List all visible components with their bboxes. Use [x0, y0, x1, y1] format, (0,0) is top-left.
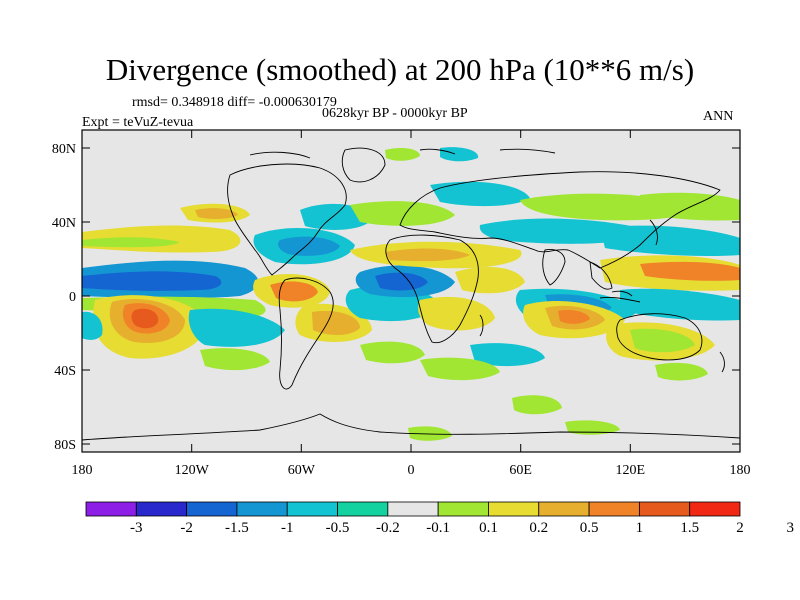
divergence-field — [82, 147, 740, 441]
coastline-japan — [649, 219, 658, 246]
axis-ticks — [81, 130, 741, 452]
lat-label-80n: 80N — [52, 142, 76, 157]
colorbar-swatch — [85, 501, 137, 517]
contour-neg-so-indian — [470, 343, 545, 367]
coastline-africa — [385, 234, 479, 344]
contour-pos-samerica-core — [270, 281, 318, 302]
map-panel — [82, 130, 740, 452]
colorbar-swatch — [186, 501, 238, 517]
contour-neg-spac — [188, 308, 285, 347]
colorbar-swatch — [538, 501, 590, 517]
colorbar-swatch — [236, 501, 288, 517]
colorbar — [85, 501, 741, 517]
lon-label-120e: 120E — [616, 463, 646, 478]
coastlines — [82, 147, 740, 441]
coastline-indonesia — [599, 290, 641, 303]
contour-pos-antarctic-3 — [565, 420, 620, 435]
contour-neg-europe — [430, 181, 530, 207]
colorbar-label: -0.2 — [375, 520, 400, 536]
contour-neg-spac-w — [82, 311, 103, 340]
coastline-eurasia — [399, 171, 721, 269]
lon-label-0: 0 — [408, 463, 415, 478]
colorbar-label: 1.5 — [680, 520, 700, 536]
coastline-se-asia — [589, 261, 613, 290]
contour-pos-so-ind2 — [655, 362, 708, 381]
colorbar-swatch — [437, 501, 489, 517]
period-text: 0628kyr BP - 0000kyr BP — [322, 106, 468, 121]
coastline-north-america — [227, 163, 347, 276]
contour-pos-indian-s3 — [558, 309, 590, 324]
contour-pos-indian — [455, 267, 525, 294]
contour-pos-so-pac — [200, 348, 270, 371]
colorbar-swatch — [337, 501, 389, 517]
contour-pos-nafrica-core — [385, 248, 470, 262]
contour-neg-camerica-core — [278, 236, 340, 256]
lat-label-40s: 40S — [54, 364, 76, 379]
map-title: Divergence (smoothed) at 200 hPa (10**6 … — [105, 52, 695, 87]
contour-neg-pacific-n-core — [82, 271, 222, 291]
coastline-new-zealand — [719, 351, 725, 373]
contour-pos-antarctic-1 — [512, 395, 562, 415]
lon-label-60e: 60E — [509, 463, 532, 478]
colorbar-label: 1 — [635, 520, 644, 536]
contour-pos-spac-core — [131, 308, 159, 329]
colorbar-label: -1 — [280, 520, 294, 536]
contour-pos-pacific-nsub2 — [82, 237, 180, 248]
coastline-india — [542, 249, 566, 286]
coastline-greenland — [341, 147, 386, 183]
lat-label-0: 0 — [69, 290, 76, 305]
colorbar-swatch — [689, 501, 741, 517]
contour-pos-so-lowlat — [420, 357, 500, 381]
contour-pos-wpac-core — [640, 261, 740, 281]
lon-label-60w: 60W — [288, 463, 316, 478]
colorbar-label: 0.2 — [529, 520, 549, 536]
coastline-australia — [616, 313, 703, 361]
contour-neg-wpac — [620, 288, 740, 321]
colorbar-swatch — [488, 501, 540, 517]
colorbar-label: 2 — [736, 520, 744, 536]
colorbar-label: 3 — [786, 520, 795, 536]
coastline-madagascar — [479, 314, 484, 337]
lat-labels: 80N 40N 0 40S 80S — [52, 142, 76, 453]
colorbar-label: 0.5 — [579, 520, 599, 536]
lon-labels: 180 120W 60W 0 60E 120E 180 — [72, 463, 751, 478]
contour-pos-europe — [350, 201, 455, 226]
colorbar-label: 0.1 — [479, 520, 498, 536]
coastline-south-america — [278, 277, 334, 390]
colorbar-label: -2 — [180, 520, 193, 536]
colorbar-label: -0.5 — [325, 520, 350, 536]
lon-label-180w: 180 — [72, 463, 93, 478]
contour-pos-arctic — [385, 148, 420, 161]
coastline-arctic-islands — [249, 148, 556, 159]
experiment-text: Expt = teVuZ-tevua — [82, 115, 194, 130]
contour-pos-nh-mid-core — [195, 208, 238, 220]
lat-label-40n: 40N — [52, 216, 76, 231]
colorbar-swatch — [286, 501, 338, 517]
colorbar-swatch — [638, 501, 691, 517]
colorbar-label: -1.5 — [225, 520, 249, 536]
contour-pos-antarctic-2 — [408, 426, 452, 441]
season-text: ANN — [703, 109, 734, 124]
lon-label-180e: 180 — [730, 463, 751, 478]
contour-pos-africa-s — [418, 296, 495, 331]
colorbar-swatch — [387, 501, 439, 517]
stats-text: rmsd= 0.348918 diff= -0.000630179 — [132, 95, 337, 110]
colorbar-label: -0.1 — [426, 520, 451, 536]
coastline-antarctica — [82, 413, 740, 441]
contour-neg-africa-eq-core — [375, 272, 428, 291]
contour-pos-so-atl — [360, 341, 425, 364]
colorbar-label: -3 — [130, 520, 143, 536]
lon-label-120w: 120W — [175, 463, 210, 478]
contour-neg-arctic — [440, 147, 479, 162]
lat-label-80s: 80S — [54, 438, 76, 453]
colorbar-swatch — [588, 501, 640, 517]
colorbar-swatch — [135, 501, 188, 517]
contour-pos-australia-2 — [630, 328, 695, 353]
